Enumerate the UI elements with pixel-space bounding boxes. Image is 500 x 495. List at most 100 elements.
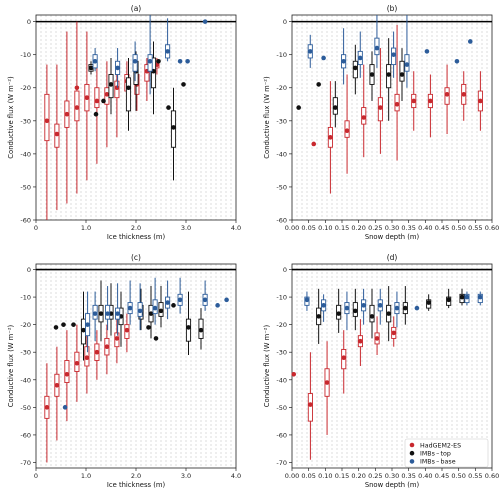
- data-point: [93, 111, 99, 117]
- panel-title: (c): [131, 253, 141, 262]
- median-point: [115, 65, 120, 71]
- panel-title: (d): [387, 253, 398, 262]
- median-point: [124, 327, 130, 333]
- median-point: [391, 330, 397, 336]
- x-tick-label: 0.60: [485, 472, 499, 480]
- data-point: [185, 58, 190, 64]
- median-point: [307, 49, 313, 54]
- median-point: [74, 360, 80, 366]
- median-point: [64, 111, 70, 117]
- median-point: [74, 105, 80, 110]
- median-point: [404, 62, 410, 67]
- data-point: [53, 325, 59, 330]
- median-point: [316, 314, 321, 319]
- median-point: [147, 58, 153, 64]
- x-axis-label: Ice thickness (m): [107, 233, 166, 241]
- median-point: [353, 308, 358, 314]
- legend-label-top: IMBs – top: [420, 451, 451, 458]
- x-tick-label: 0: [34, 224, 38, 232]
- x-tick-label: 0.55: [468, 472, 482, 480]
- median-point: [127, 305, 133, 311]
- median-point: [64, 371, 70, 377]
- median-point: [369, 72, 375, 77]
- x-tick-label: 2.0: [131, 472, 141, 480]
- x-tick-label: 0.35: [401, 224, 415, 232]
- median-point: [92, 311, 98, 316]
- median-point: [464, 294, 470, 300]
- x-tick-label: 0.30: [385, 224, 399, 232]
- x-axis-label: Snow depth (m): [365, 233, 420, 241]
- x-tick-label: 0.00: [285, 224, 299, 232]
- y-tick-label: -40: [20, 150, 31, 158]
- median-point: [344, 305, 350, 311]
- x-tick-label: 4.0: [231, 224, 241, 232]
- box: [94, 87, 100, 109]
- box: [125, 77, 132, 112]
- median-point: [477, 294, 483, 300]
- median-point: [459, 294, 465, 300]
- median-point: [391, 52, 396, 57]
- median-point: [115, 311, 120, 316]
- x-axis-label: Ice thickness (m): [107, 481, 166, 489]
- y-tick-label: 0: [283, 266, 287, 274]
- median-point: [353, 65, 358, 71]
- x-tick-label: 0.20: [351, 472, 365, 480]
- median-point: [399, 72, 405, 77]
- plot-frame: [291, 14, 493, 221]
- x-tick-label: 0.25: [368, 224, 382, 232]
- y-tick-label: -60: [276, 217, 287, 225]
- x-tick-label: 0.60: [485, 224, 499, 232]
- median-point: [198, 327, 204, 333]
- y-tick-label: -60: [20, 217, 31, 225]
- y-tick-label: -10: [20, 294, 31, 302]
- data-point: [321, 55, 326, 61]
- median-point: [324, 380, 330, 385]
- median-point: [114, 336, 120, 341]
- median-point: [328, 135, 333, 140]
- data-point: [414, 305, 420, 311]
- median-point: [341, 58, 346, 64]
- y-tick-label: -60: [276, 431, 287, 439]
- median-point: [341, 355, 347, 361]
- y-tick-label: -50: [276, 404, 287, 412]
- median-point: [98, 311, 104, 316]
- data-point: [177, 58, 183, 64]
- median-point: [148, 311, 154, 316]
- series-top: [316, 286, 465, 344]
- x-tick-label: 0.50: [451, 224, 465, 232]
- median-point: [321, 303, 326, 308]
- median-point: [344, 128, 350, 134]
- box: [64, 360, 70, 383]
- box: [185, 318, 192, 342]
- median-point: [374, 336, 380, 341]
- median-point: [171, 125, 176, 130]
- data-point: [454, 58, 460, 64]
- series-base: [92, 15, 208, 95]
- y-tick-label: -50: [20, 404, 31, 412]
- panel-a: -60 -50 -40 -30 -20 -10 0 0 1.0 2.0 3.0 4.0 (a) Ice t…: [7, 4, 241, 241]
- median-point: [446, 297, 451, 303]
- y-tick-label: -70: [276, 459, 287, 467]
- series-base: [304, 288, 483, 331]
- data-point: [424, 49, 430, 54]
- y-tick-label: -30: [276, 349, 287, 357]
- data-point: [202, 19, 208, 24]
- median-point: [333, 105, 338, 110]
- y-tick-label: 0: [283, 18, 287, 26]
- median-point: [304, 297, 310, 303]
- series-hadgem: [291, 316, 397, 460]
- x-axis-label: Snow depth (m): [365, 481, 420, 489]
- y-tick-label: -40: [276, 376, 287, 384]
- median-point: [377, 303, 383, 308]
- median-point: [357, 55, 363, 61]
- median-point: [104, 92, 110, 97]
- x-tick-label: 0.30: [385, 472, 399, 480]
- y-tick-label: 0: [27, 266, 31, 274]
- data-point: [146, 325, 151, 330]
- median-point: [461, 92, 467, 97]
- series-top: [296, 38, 405, 128]
- x-tick-label: 0.55: [468, 224, 482, 232]
- median-point: [94, 349, 100, 355]
